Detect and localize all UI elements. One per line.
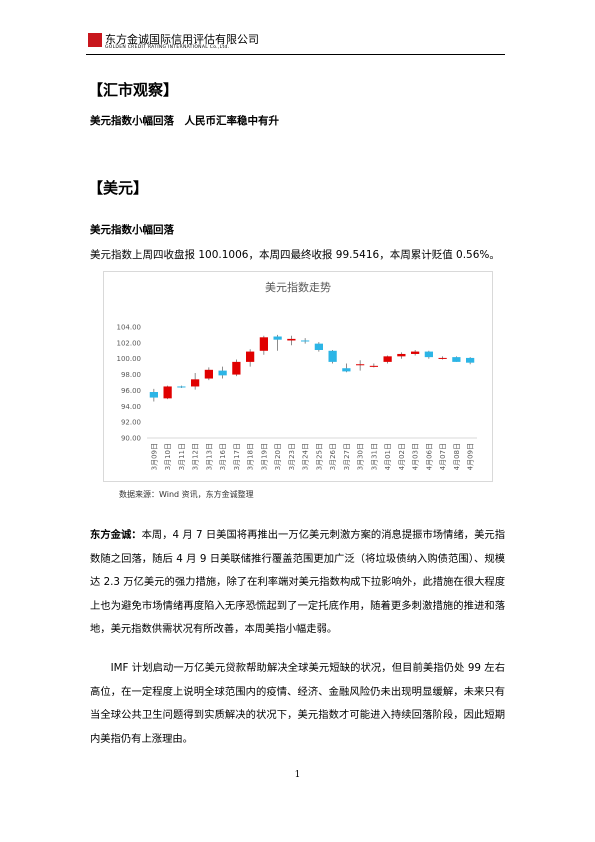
candle-body xyxy=(177,386,186,388)
candle-body xyxy=(149,392,158,398)
y-tick-label: 92.00 xyxy=(121,419,141,427)
y-tick-label: 96.00 xyxy=(121,387,141,395)
x-tick-label: 4月02日 xyxy=(398,443,406,470)
candle-body xyxy=(411,351,420,354)
x-tick-label: 4月07日 xyxy=(439,443,447,470)
x-tick-label: 3月30日 xyxy=(357,443,365,470)
y-tick-label: 90.00 xyxy=(121,435,141,443)
chart-frame xyxy=(103,271,493,482)
candle-body xyxy=(259,337,268,351)
paragraph: 东方金诚：本周，4 月 7 日美国将再推出一万亿美元刺激方案的消息提振市场情绪，… xyxy=(90,524,505,642)
candle-body xyxy=(163,386,172,399)
candle-body xyxy=(466,357,475,363)
y-tick-label: 98.00 xyxy=(121,371,141,379)
paragraph: IMF 计划启动一万亿美元贷款帮助解决全球美元短缺的状况，但目前美指仍处 99 … xyxy=(90,662,505,745)
x-tick-label: 4月06日 xyxy=(425,443,433,470)
x-tick-label: 4月09日 xyxy=(467,443,475,470)
headline: 美元指数小幅回落 人民币汇率稳中有升 xyxy=(90,115,279,127)
candle-body xyxy=(204,369,213,379)
candle-body xyxy=(287,338,296,341)
x-tick-label: 4月01日 xyxy=(384,443,392,470)
paragraph-text: 本周，4 月 7 日美国将再推出一万亿美元刺激方案的消息提振市场情绪，美元指数随… xyxy=(90,529,506,635)
x-tick-label: 3月27日 xyxy=(343,443,351,470)
x-tick-label: 3月16日 xyxy=(219,443,227,470)
candle-body xyxy=(438,357,447,359)
logo xyxy=(88,33,102,47)
y-tick-label: 94.00 xyxy=(121,403,141,411)
x-tick-label: 3月25日 xyxy=(315,443,323,470)
candle-body xyxy=(328,350,337,362)
subsection-title: 【美元】 xyxy=(88,179,149,197)
candle-body xyxy=(369,365,378,367)
x-tick-label: 3月10日 xyxy=(164,443,172,470)
candle-body xyxy=(383,356,392,362)
source-note: 数据来源：Wind 资讯，东方金诚整理 xyxy=(119,490,254,499)
chart-title: 美元指数走势 xyxy=(265,280,331,294)
candle-body xyxy=(397,353,406,357)
x-tick-label: 3月12日 xyxy=(192,443,200,470)
candle-body xyxy=(232,361,241,375)
section-title: 【汇市观察】 xyxy=(88,81,179,99)
candle-body xyxy=(246,351,255,362)
y-tick-label: 102.00 xyxy=(117,339,142,347)
y-tick-label: 100.00 xyxy=(117,355,142,363)
candle-body xyxy=(273,336,282,340)
candle-body xyxy=(314,343,323,350)
candle-body xyxy=(301,340,310,342)
header-rule xyxy=(86,54,505,55)
x-tick-label: 3月26日 xyxy=(329,443,337,470)
x-tick-label: 4月08日 xyxy=(453,443,461,470)
company-name: 东方金诚国际信用评估有限公司 xyxy=(105,33,259,46)
candle-body xyxy=(424,351,433,358)
candle-body xyxy=(191,379,200,387)
subheading: 美元指数小幅回落 xyxy=(90,224,174,236)
x-tick-label: 3月19日 xyxy=(260,443,268,470)
x-tick-label: 3月17日 xyxy=(233,443,241,470)
x-tick-label: 3月24日 xyxy=(302,443,310,470)
x-tick-label: 3月13日 xyxy=(205,443,213,470)
chart: 美元指数走势 90.00 92.00 94.00 96.00 98.00 100.00 10… xyxy=(103,271,493,482)
candle-body xyxy=(218,370,227,376)
candle-body xyxy=(342,368,351,372)
candle-body xyxy=(356,364,365,366)
candle-body xyxy=(452,357,461,362)
x-tick-label: 3月31日 xyxy=(370,443,378,470)
x-tick-label: 3月20日 xyxy=(274,443,282,470)
intro: 美元指数上周四收盘报 100.1006，本周四最终收报 99.5416，本周累计… xyxy=(90,249,500,261)
paragraph-label: 东方金诚： xyxy=(90,529,142,541)
x-tick-label: 3月09日 xyxy=(150,443,158,470)
x-tick-label: 3月11日 xyxy=(178,443,186,470)
page-number: 1 xyxy=(294,770,301,780)
y-tick-label: 104.00 xyxy=(117,324,142,332)
x-tick-label: 4月03日 xyxy=(412,443,420,470)
x-tick-label: 3月23日 xyxy=(288,443,296,470)
x-tick-label: 3月18日 xyxy=(247,443,255,470)
company-name-en: GOLDEN CREDIT RATING INTERNATIONAL Co.,L… xyxy=(105,45,230,50)
